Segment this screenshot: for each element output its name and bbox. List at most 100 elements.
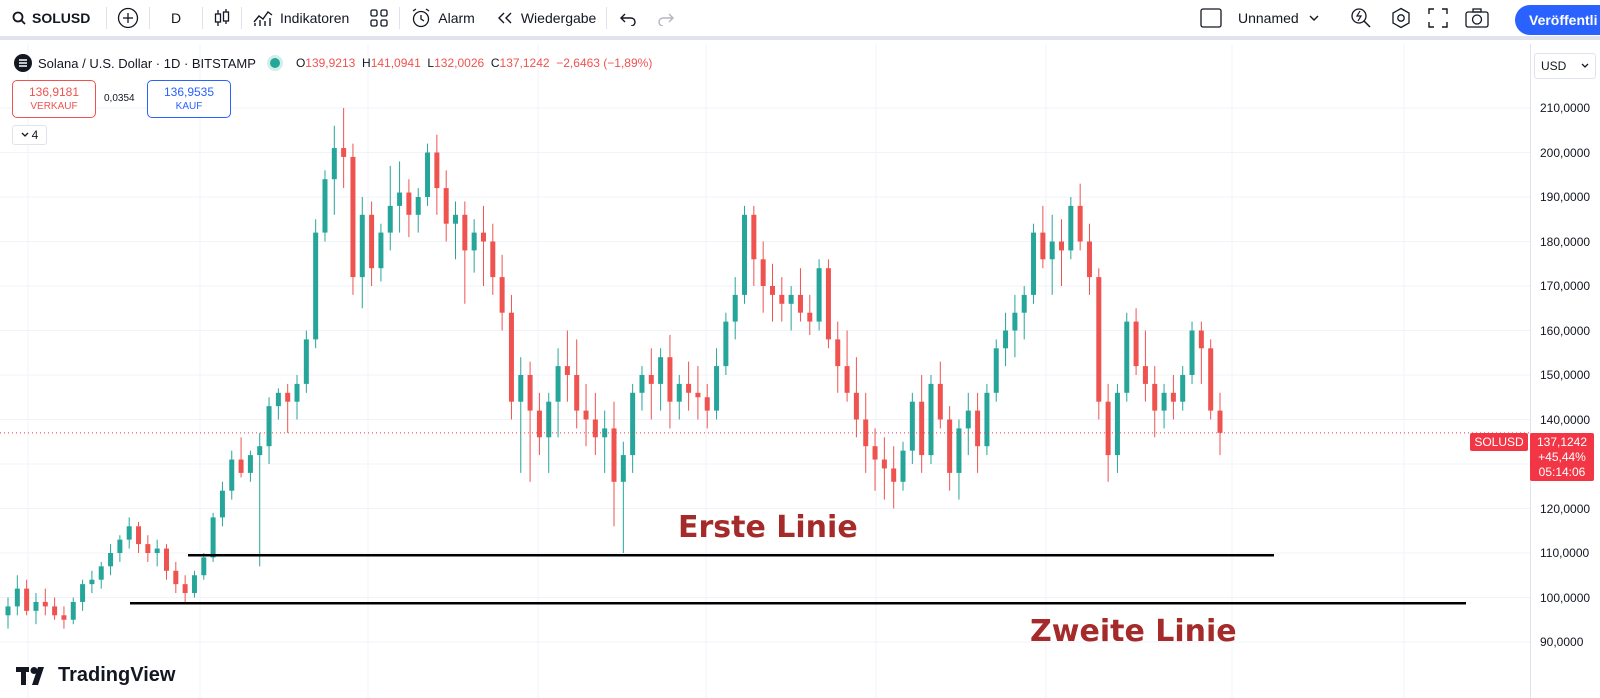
candle-body [667,357,673,402]
fullscreen-icon [1428,8,1448,28]
candle-body [145,544,151,553]
top-toolbar: SOLUSD D Indikatoren Alarm Wiedergabe Un… [0,0,1600,40]
chart-type-button[interactable] [203,0,241,36]
candle-body [751,214,757,260]
candle-body [1180,375,1186,402]
currency-select[interactable]: USD [1534,53,1596,79]
undo-button[interactable] [607,0,647,36]
candle-body [98,566,104,580]
price-chart[interactable] [0,44,1600,698]
price-axis-label: 140,0000 [1540,412,1591,427]
candle-body [853,392,859,420]
candle-body [518,375,524,402]
candle-body [229,459,235,491]
candle-body [630,392,636,456]
rewind-icon [497,12,512,24]
interval-button[interactable]: D [150,0,202,36]
candle-body [117,539,123,553]
templates-button[interactable] [359,0,399,36]
indicators-button[interactable]: Indikatoren [242,0,359,36]
candle-body [453,214,459,224]
candle-body [266,406,272,447]
candle-body [937,383,943,420]
snapshot-button[interactable] [1455,0,1499,36]
symbol-label: SOLUSD [32,10,91,26]
candle-body [303,339,309,384]
candle-body [499,277,505,313]
candle-body [33,601,39,611]
candle-body [1040,232,1046,260]
candle-body [369,214,375,269]
candle-body [956,428,962,473]
candle-body [611,428,617,482]
indicators-icon [253,11,273,26]
candle-body [881,459,887,469]
candle-body [201,557,207,576]
candle-body [52,606,58,616]
candle-body [14,588,20,607]
candle-body [1021,294,1027,313]
last-price-label: 137,1242 +45,44% 05:14:06 [1530,433,1594,481]
candle-body [1152,383,1158,411]
indicators-collapse-button[interactable]: 4 [12,125,47,145]
candle-body [406,192,412,215]
candle-body [723,321,729,367]
price-axis-label: 200,0000 [1540,145,1591,160]
settings-button[interactable] [1380,0,1422,36]
candle-body [108,553,114,567]
toolbar-divider [241,7,242,29]
quick-search-button[interactable] [1340,0,1382,36]
candle-body [583,410,589,420]
price-axis[interactable] [1530,44,1600,698]
symbol-title[interactable]: Solana / U.S. Dollar · 1D · BITSTAMP [38,55,256,71]
candle-body [620,455,626,482]
candle-body [89,579,95,585]
candle-body [984,392,990,447]
layout-menu-button[interactable]: Unnamed [1190,0,1329,36]
candle-body [797,294,803,313]
candle-body [1133,321,1139,367]
candle-body [359,214,365,278]
replay-label: Wiedergabe [520,10,597,26]
candle-body [527,375,533,411]
alarm-button[interactable]: Alarm [400,0,485,36]
candle-body [70,601,76,620]
compare-symbol-button[interactable] [107,0,149,36]
fullscreen-button[interactable] [1418,0,1458,36]
spread-value: 0,0354 [104,93,135,104]
candle-body [676,383,682,402]
market-status-dot [269,58,280,68]
candle-body [900,450,906,482]
candle-body [378,232,384,269]
candle-body [760,259,766,286]
sell-button[interactable]: 136,9181 VERKAUF [12,80,96,118]
candle-body [425,152,431,197]
redo-button[interactable] [647,0,687,36]
candle-body [825,268,831,340]
buy-button[interactable]: 136,9535 KAUF [147,80,231,118]
candle-body [658,357,664,384]
chart-legend: Solana / U.S. Dollar · 1D · BITSTAMP O13… [14,54,652,72]
candle-body [1105,401,1111,456]
lightning-search-icon [1351,8,1371,28]
candle-body [574,375,580,411]
candle-body [397,192,403,206]
alarm-clock-icon [412,8,430,28]
publish-button[interactable]: Veröffentli [1515,5,1600,35]
candle-body [639,375,645,393]
solana-logo-icon [14,54,32,72]
annotation-first-line: Erste Linie [678,510,858,545]
candle-body [275,392,281,407]
symbol-search-button[interactable]: SOLUSD [0,0,106,36]
currency-label: USD [1541,59,1567,73]
candle-body [434,152,440,189]
candle-body [714,366,720,411]
candle-body [238,459,244,473]
candle-body [163,548,169,571]
replay-button[interactable]: Wiedergabe [485,0,607,36]
candle-body [1068,205,1074,251]
candle-body [257,446,263,456]
candle-body [1217,410,1223,433]
price-axis-label: 170,0000 [1540,279,1591,293]
chevron-down-icon [21,132,29,137]
